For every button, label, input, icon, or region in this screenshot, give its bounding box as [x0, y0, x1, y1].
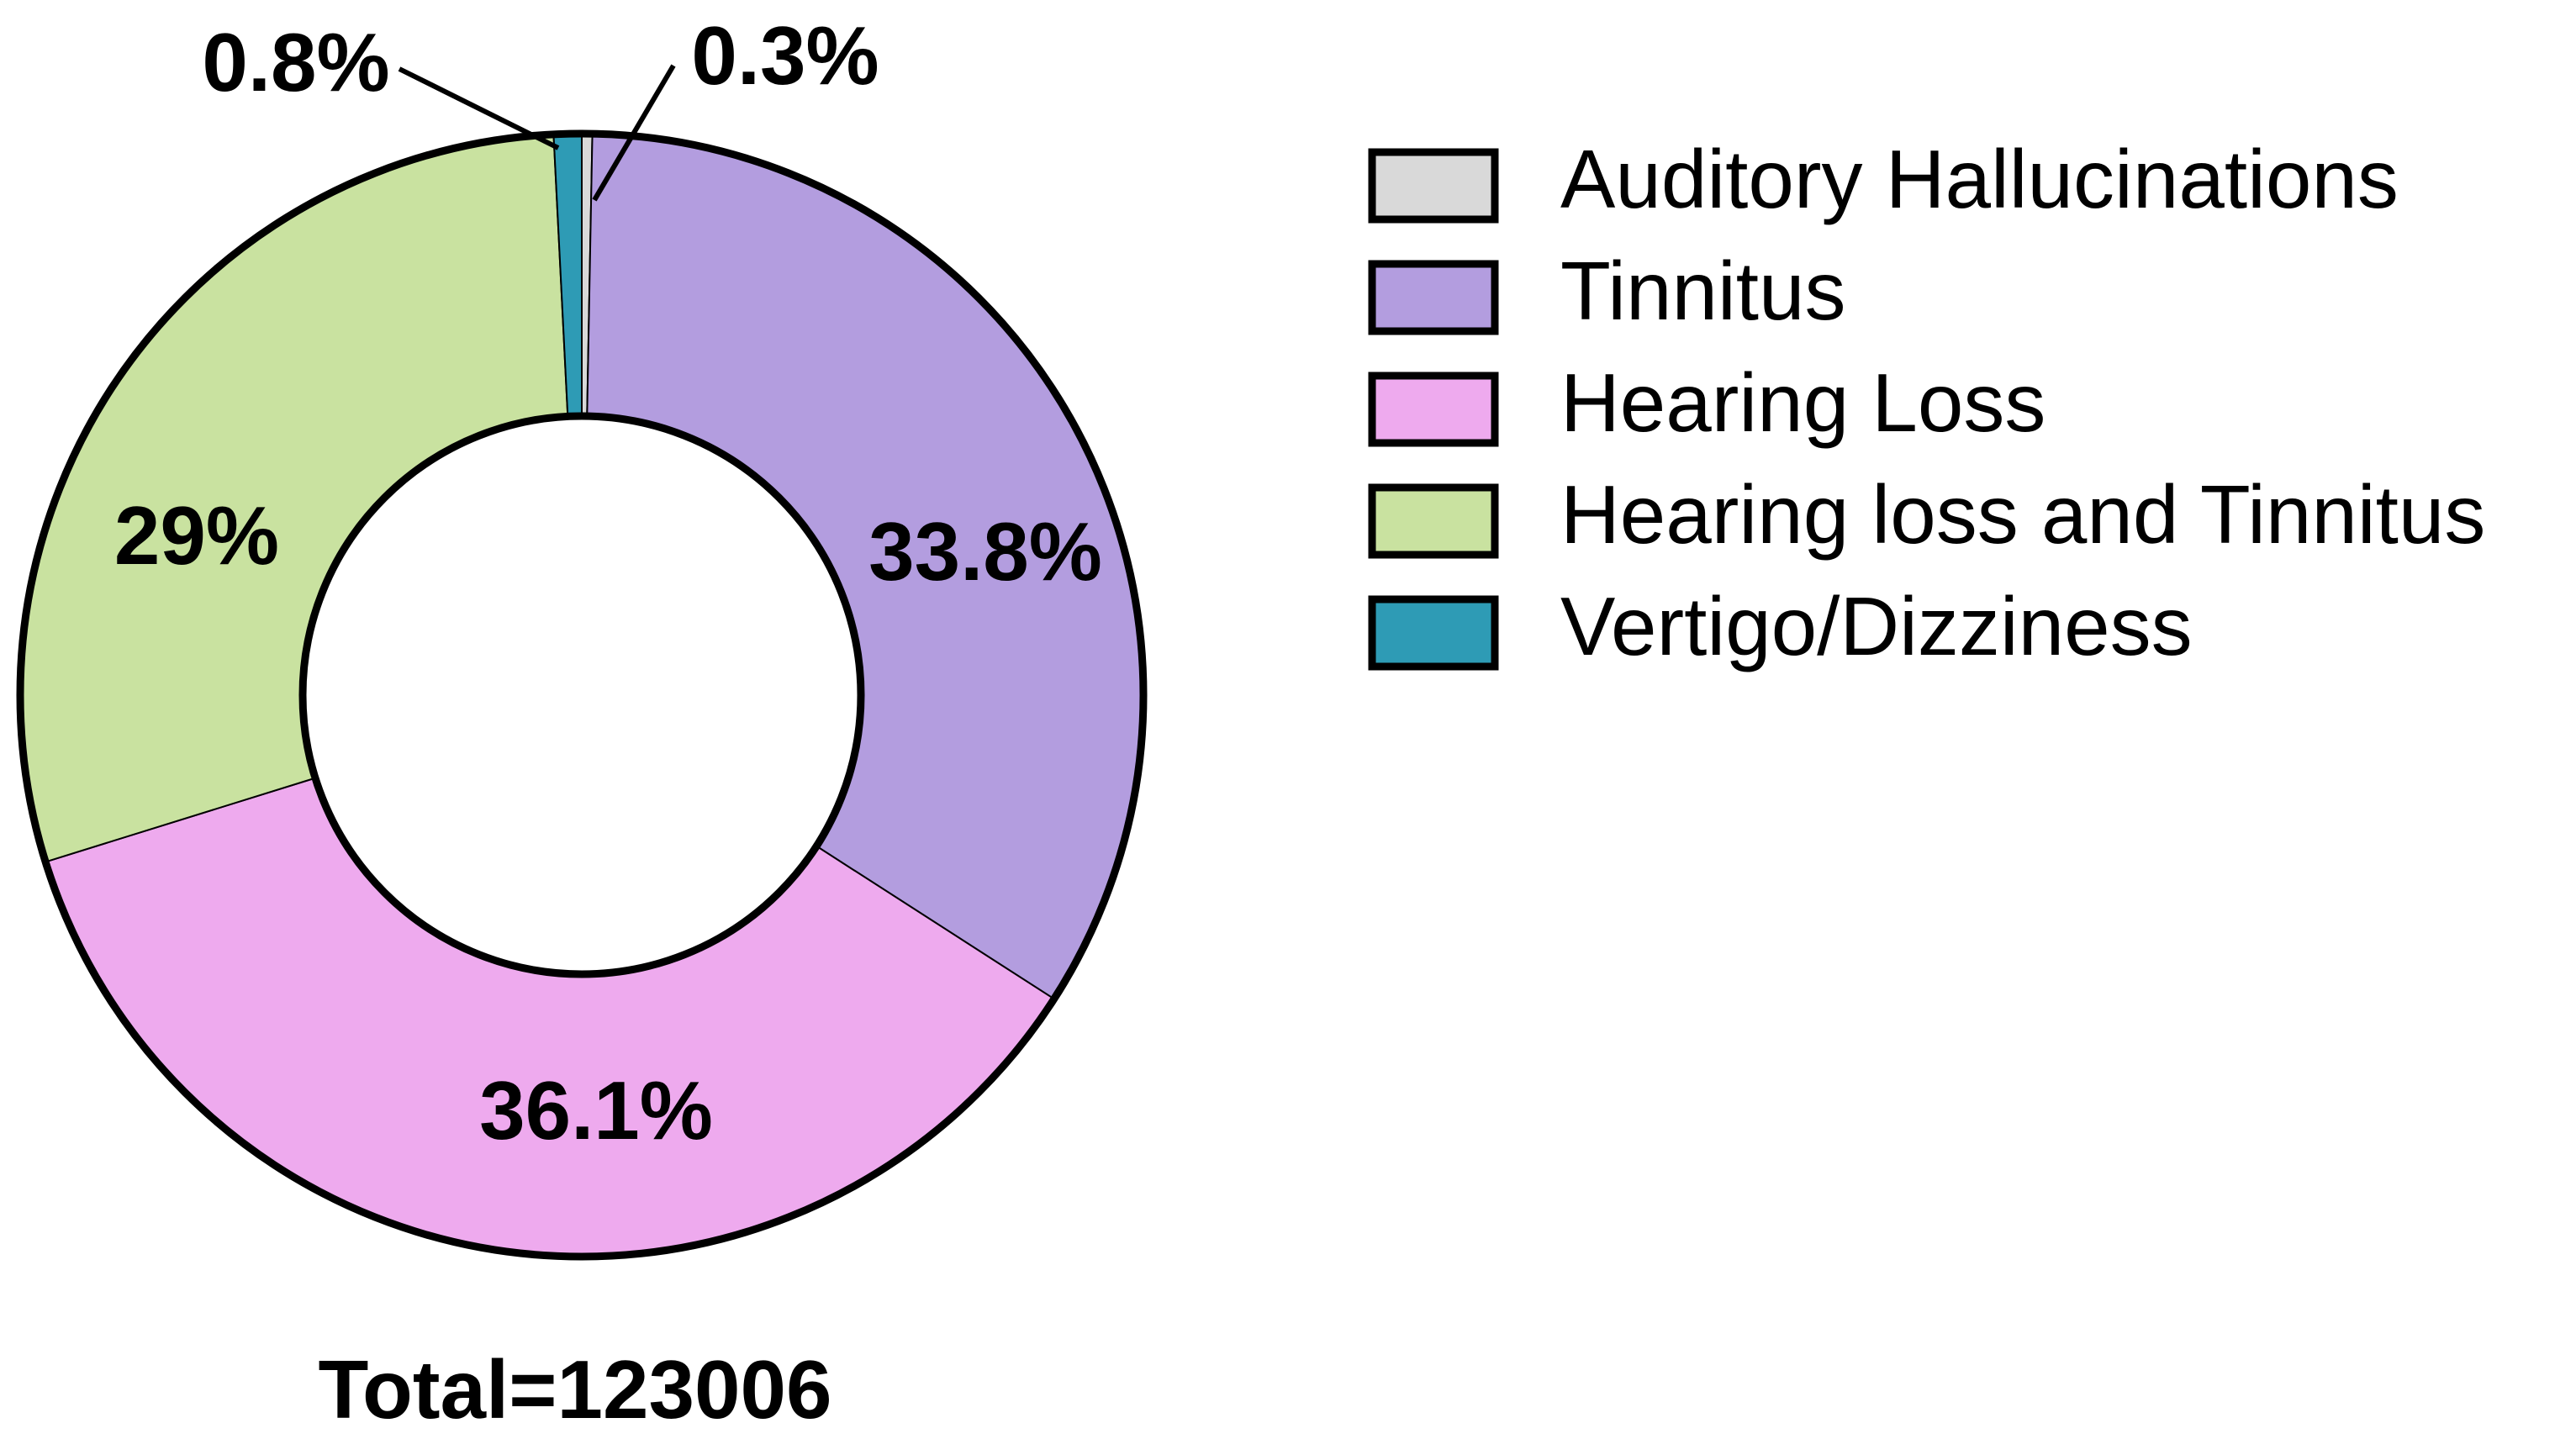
value-label: 29% — [114, 489, 279, 582]
legend-label: Auditory Hallucinations — [1560, 133, 2399, 225]
donut — [16, 129, 1148, 1261]
legend-label: Hearing Loss — [1560, 356, 2045, 449]
value-label: 0.8% — [202, 16, 389, 108]
total-label: Total=123006 — [318, 1343, 831, 1436]
value-label: 0.3% — [691, 9, 879, 102]
value-label: 33.8% — [868, 505, 1102, 598]
legend-swatch — [1368, 372, 1499, 447]
outer-ring — [16, 129, 1148, 1261]
value-label: 36.1% — [479, 1064, 713, 1157]
legend-swatch — [1368, 260, 1499, 335]
leader-line — [398, 66, 560, 150]
legend-swatch — [1368, 483, 1499, 559]
legend-label: Vertigo/Dizziness — [1560, 580, 2193, 672]
legend-label: Tinnitus — [1560, 245, 1846, 337]
legend-swatch — [1368, 148, 1499, 224]
legend-label: Hearing loss and Tinnitus — [1560, 468, 2485, 561]
inner-ring — [298, 412, 865, 978]
leader-line — [592, 64, 676, 202]
legend-swatch — [1368, 595, 1499, 671]
